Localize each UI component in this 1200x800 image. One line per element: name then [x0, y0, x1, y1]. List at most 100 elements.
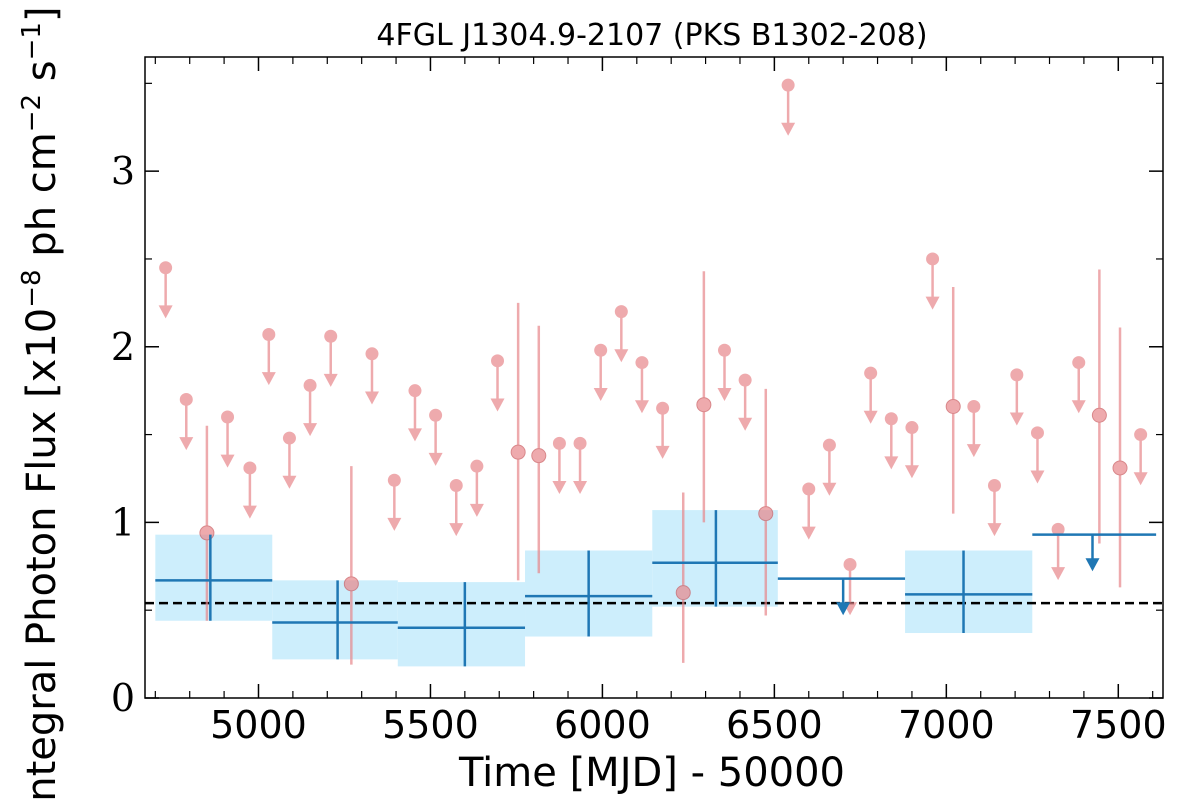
short-bin-upper-limit — [573, 436, 588, 495]
short-bin-upper-limit — [242, 461, 257, 519]
upper-limit-arrow — [1133, 472, 1148, 486]
upper-limit-point — [905, 421, 919, 435]
long-bin-detection — [397, 582, 526, 667]
short-bin-upper-limit — [428, 408, 443, 466]
upper-limit-point — [303, 378, 317, 392]
short-bin-upper-limit — [925, 252, 940, 310]
upper-limit-point — [221, 410, 235, 424]
upper-limit-arrow — [904, 465, 919, 479]
detection-point — [199, 525, 215, 541]
upper-limit-arrow — [925, 296, 940, 310]
short-bin-upper-limit — [407, 384, 422, 442]
upper-limit-arrow — [573, 481, 588, 495]
short-bin-detection — [758, 388, 774, 616]
upper-limit-arrow — [220, 454, 235, 468]
short-bin-upper-limit — [364, 347, 379, 405]
x-tick-label: 6000 — [554, 703, 651, 747]
short-bin-upper-limit — [1009, 368, 1024, 426]
upper-limit-point — [614, 305, 628, 319]
x-tick-label: 5000 — [210, 703, 307, 747]
y-tick-label: 0 — [111, 676, 135, 720]
upper-limit-point — [243, 461, 257, 475]
upper-limit-arrow — [449, 523, 464, 537]
short-bin-upper-limit — [1030, 426, 1045, 484]
short-bin-upper-limit — [966, 399, 981, 458]
detection-point — [758, 506, 774, 522]
upper-limit-point — [926, 252, 940, 266]
upper-limit-point — [884, 412, 898, 426]
upper-limit-arrow — [490, 398, 505, 412]
short-bin-detection — [510, 302, 526, 581]
long-bin-detections — [155, 510, 1033, 667]
upper-limit-point — [449, 479, 463, 493]
upper-limit-point — [365, 347, 379, 361]
upper-limit-arrow — [303, 423, 318, 437]
short-bin-upper-limit — [282, 431, 297, 489]
upper-limit-arrow — [655, 445, 670, 459]
short-bin-upper-limit — [634, 356, 649, 414]
upper-limit-point — [552, 436, 566, 450]
short-bin-upper-limit — [884, 412, 899, 470]
short-bin-upper-limit — [220, 410, 235, 468]
short-bin-upper-limit — [781, 78, 796, 136]
y-axis-label: Integral Photon Flux [x10−8 ph cm−2 s−1] — [17, 6, 65, 800]
long-bin-upper-limit — [1032, 533, 1157, 572]
upper-limit-point — [429, 408, 443, 422]
upper-limit-point — [491, 354, 505, 368]
upper-limit-arrow — [987, 523, 1002, 537]
short-bin-upper-limit — [822, 438, 837, 496]
detection-point — [696, 397, 712, 413]
short-bin-upper-limit — [1071, 356, 1086, 414]
upper-limit-arrow — [428, 452, 443, 466]
upper-limit-arrow — [282, 475, 297, 489]
upper-limit-arrow — [836, 602, 851, 616]
upper-limit-point — [1010, 368, 1024, 382]
upper-limit-point — [987, 479, 1001, 493]
x-axis-label: Time [MJD] - 50000 — [458, 750, 845, 796]
long-bin-band — [905, 550, 1033, 634]
short-bin-upper-limit — [261, 327, 276, 386]
upper-limit-point — [594, 343, 608, 357]
short-bin-upper-limit — [490, 354, 505, 412]
short-bin-detections — [199, 269, 1128, 665]
upper-limit-point — [967, 399, 981, 413]
long-bin-detection — [272, 580, 398, 660]
upper-limit-point — [1051, 522, 1065, 536]
upper-limit-point — [324, 329, 338, 343]
short-bin-upper-limit — [323, 329, 338, 387]
axis-ticks — [145, 57, 1163, 699]
upper-limit-arrow — [884, 456, 899, 470]
upper-limit-point — [656, 401, 670, 415]
upper-limit-point — [408, 384, 422, 398]
upper-limit-arrow — [242, 505, 257, 519]
short-bin-upper-limit — [1051, 522, 1066, 581]
short-bin-upper-limit — [614, 305, 629, 363]
y-tick-label: 2 — [111, 325, 135, 369]
x-tick-label: 6500 — [726, 703, 823, 747]
upper-limit-point — [864, 366, 878, 380]
upper-limit-point — [387, 473, 401, 487]
short-bin-upper-limit — [717, 343, 732, 401]
upper-limit-arrow — [1085, 558, 1100, 572]
short-bin-detection — [343, 466, 359, 665]
upper-limit-point — [802, 482, 816, 496]
short-bin-upper-limit — [655, 401, 670, 459]
long-bin-detection — [905, 550, 1033, 634]
long-bin-band — [272, 580, 398, 660]
upper-limit-arrow — [781, 122, 796, 136]
y-tick-label: 1 — [111, 500, 135, 544]
short-bin-detection — [696, 271, 712, 523]
long-bin-error-bands — [155, 510, 1033, 667]
upper-limit-point — [822, 438, 836, 452]
upper-limit-point — [573, 436, 587, 450]
short-bin-upper-limit — [863, 366, 878, 424]
upper-limit-point — [635, 356, 649, 370]
short-bin-upper-limit — [738, 373, 753, 431]
upper-limit-arrow — [364, 391, 379, 405]
short-bin-upper-limit — [801, 482, 816, 540]
short-bin-detection — [675, 492, 691, 663]
upper-limit-arrow — [158, 305, 173, 319]
long-bin-upper-limit — [777, 577, 906, 616]
upper-limit-arrow — [407, 428, 422, 442]
chart-title: 4FGL J1304.9-2107 (PKS B1302-208) — [376, 18, 927, 53]
